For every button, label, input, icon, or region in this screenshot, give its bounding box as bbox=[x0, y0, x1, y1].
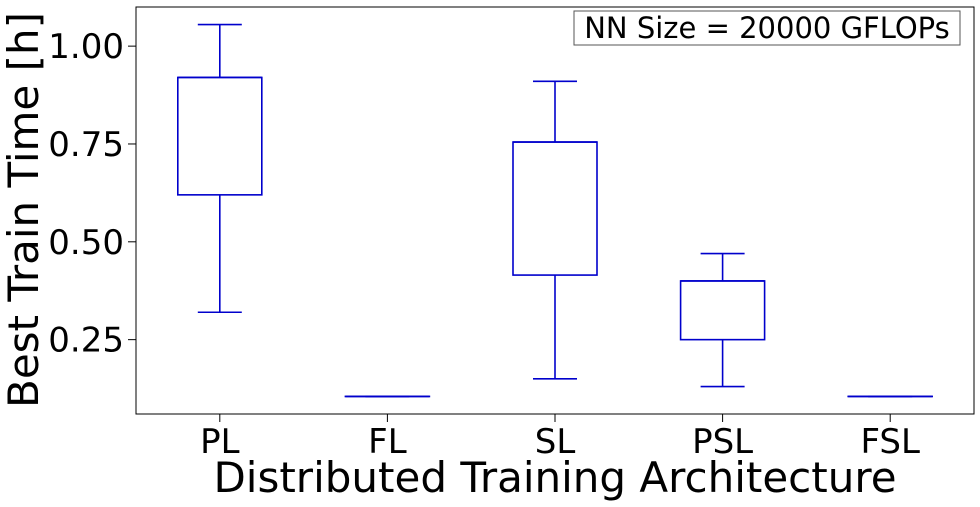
x-axis: PL FL SL PSL FSL bbox=[200, 414, 920, 462]
boxes bbox=[177, 23, 934, 398]
x-tick-label: PSL bbox=[692, 422, 753, 462]
y-tick-label: 0.75 bbox=[48, 125, 124, 165]
y-tick-label: 1.00 bbox=[48, 27, 124, 67]
x-tick-label: SL bbox=[535, 422, 576, 462]
y-tick-label: 0.50 bbox=[48, 223, 124, 263]
iqr-box bbox=[177, 76, 263, 196]
x-tick-label: FSL bbox=[860, 422, 920, 462]
x-tick-label: PL bbox=[200, 422, 240, 462]
y-axis: 0.25 0.50 0.75 1.00 bbox=[48, 27, 136, 361]
iqr-box bbox=[512, 141, 598, 276]
annotation-text: NN Size = 20000 GFLOPs bbox=[584, 11, 950, 45]
y-axis-title: Best Train Time [h] bbox=[0, 12, 48, 408]
annotation-box bbox=[573, 10, 961, 46]
y-tick-label: 0.25 bbox=[48, 321, 124, 361]
x-tick-label: FL bbox=[368, 422, 407, 462]
box-pl bbox=[177, 23, 263, 314]
box-sl bbox=[512, 80, 598, 380]
x-axis-title: Distributed Training Architecture bbox=[213, 453, 896, 502]
iqr-box bbox=[679, 280, 766, 341]
box-psl bbox=[679, 252, 766, 388]
